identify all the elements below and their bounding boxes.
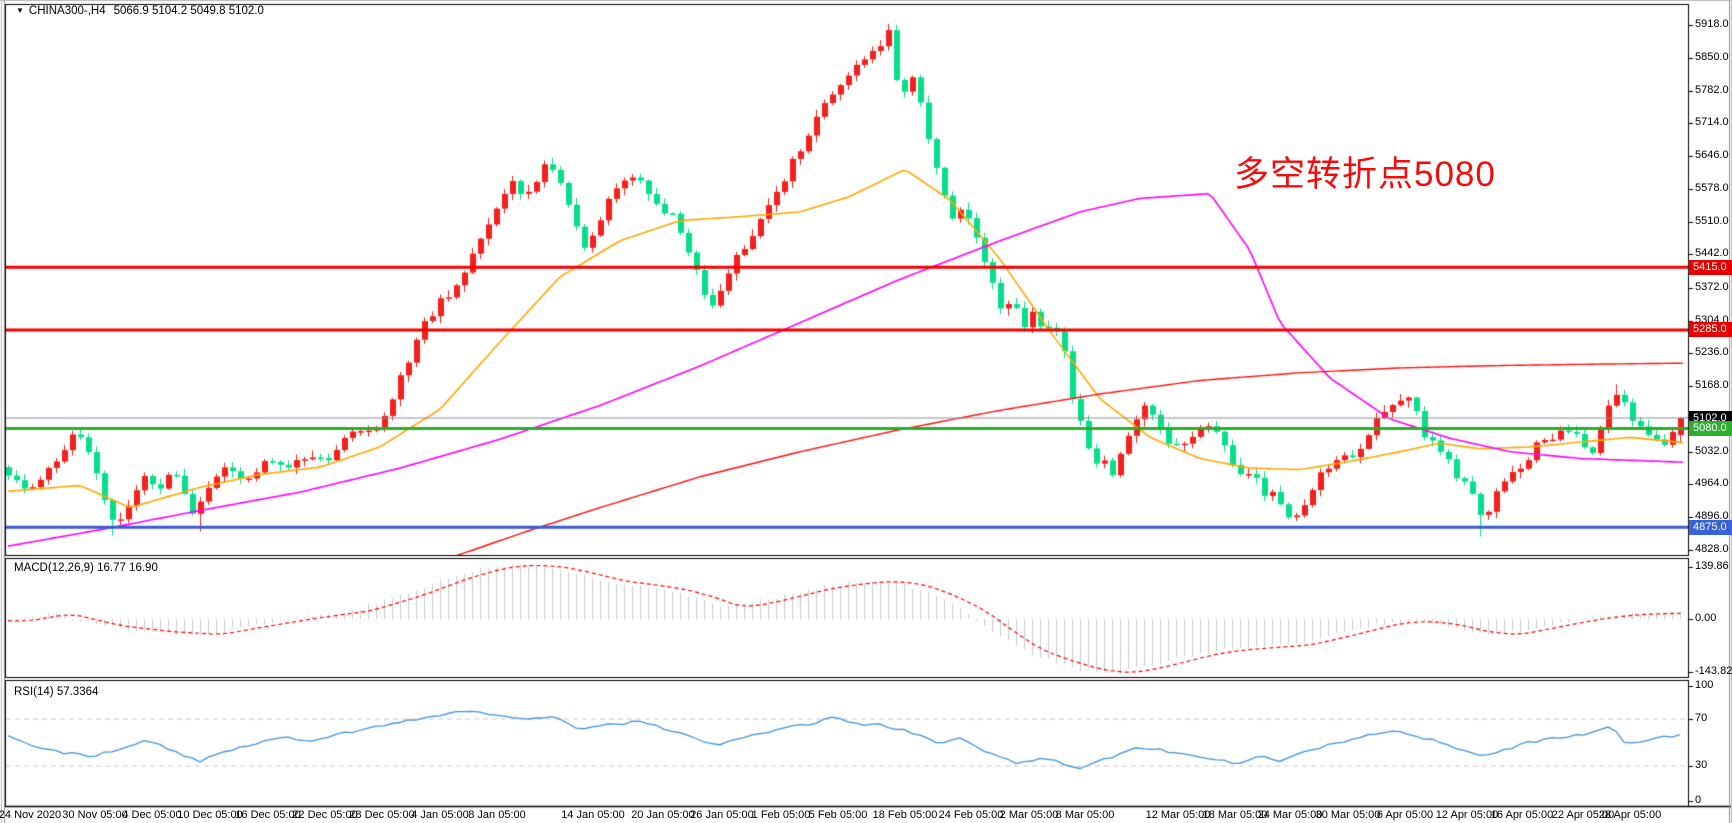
price-axis-label: 5032.0: [1695, 444, 1729, 457]
time-axis-label: 8 Jan 05:00: [468, 809, 526, 821]
time-axis-label: 20 Jan 05:00: [631, 809, 695, 821]
price-axis-label: 5646.0: [1695, 149, 1729, 161]
time-axis-label: 8 Mar 05:00: [1055, 809, 1115, 821]
time-axis-label: 24 Mar 05:00: [1257, 809, 1323, 821]
time-axis-label: 24 Nov 2020: [0, 809, 62, 821]
price-axis-label: 5372.0: [1695, 280, 1729, 293]
time-axis-label: 28 Apr 05:00: [1598, 809, 1662, 821]
time-axis-label: 24 Feb 05:00: [938, 809, 1004, 821]
time-axis-label: 28 Dec 05:00: [349, 809, 415, 821]
rsi-axis-label: 100: [1695, 679, 1714, 692]
macd-axis-label: 0.00: [1695, 612, 1717, 624]
price-axis-label: 4828.0: [1695, 543, 1729, 555]
time-axis-label: 12 Mar 05:00: [1145, 809, 1211, 821]
rsi-indicator-label: RSI(14) 57.3364: [14, 686, 99, 698]
rsi-axis-label: 30: [1695, 759, 1708, 771]
ohlc-quote-label: 5066.9 5104.2 5049.8 5102.0: [113, 5, 264, 17]
annotation-text: 多空转折点5080: [1234, 155, 1496, 194]
symbol-info: ▼ CHINA300-,H4 5066.9 5104.2 5049.8 5102.0: [16, 5, 264, 17]
time-axis-label: 6 Apr 05:00: [1376, 809, 1434, 821]
macd-indicator-label: MACD(12,26,9) 16.77 16.90: [14, 562, 158, 574]
time-axis-label: 16 Dec 05:00: [235, 809, 301, 821]
time-axis-label: 4 Dec 05:00: [122, 809, 182, 821]
time-axis-label: 30 Mar 05:00: [1315, 809, 1381, 821]
time-axis-label: 22 Dec 05:00: [292, 809, 358, 821]
rsi-axis-label: 70: [1695, 712, 1708, 724]
price-tag-5285.0: 5285.0: [1689, 322, 1732, 338]
time-axis-label: 30 Nov 05:00: [62, 809, 128, 821]
price-axis-label: 5236.0: [1695, 346, 1729, 359]
macd-axis-label: -143.82: [1695, 665, 1732, 678]
time-axis-label: 4 Jan 05:00: [411, 809, 469, 821]
price-axis-label: 5714.0: [1695, 116, 1729, 129]
price-tag-5415.0: 5415.0: [1689, 259, 1732, 275]
time-axis-label: 22 Apr 05:00: [1551, 809, 1615, 821]
time-axis-label: 16 Apr 05:00: [1490, 809, 1554, 821]
collapse-arrow-icon[interactable]: ▼: [16, 6, 24, 15]
price-axis-label: 5168.0: [1695, 379, 1729, 392]
time-axis-label: 14 Jan 05:00: [561, 809, 625, 821]
rsi-axis-label: 0: [1695, 794, 1702, 807]
time-axis-label: 2 Mar 05:00: [999, 809, 1059, 821]
time-axis-label: 10 Dec 05:00: [177, 809, 243, 821]
time-axis-label: 5 Feb 05:00: [808, 809, 868, 821]
time-axis-label: 1 Feb 05:00: [751, 809, 811, 821]
time-axis-label: 18 Feb 05:00: [872, 809, 938, 821]
symbol-timeframe-label: CHINA300-,H4: [28, 5, 106, 17]
time-axis-label: 26 Jan 05:00: [690, 809, 754, 821]
price-axis-label: 5850.0: [1695, 50, 1729, 63]
price-axis-label: 4964.0: [1695, 477, 1729, 490]
price-axis-label: 5918.0: [1695, 18, 1729, 30]
time-axis-label: 18 Mar 05:00: [1202, 809, 1268, 821]
price-axis-label: 5442.0: [1695, 247, 1729, 260]
time-axis-label: 12 Apr 05:00: [1435, 809, 1499, 821]
price-axis-label: 4896.0: [1695, 510, 1729, 523]
price-axis-label: 5782.0: [1695, 83, 1729, 96]
price-axis-label: 5578.0: [1695, 181, 1729, 194]
macd-axis-label: 139.86: [1695, 560, 1729, 573]
price-axis-label: 5510.0: [1695, 214, 1729, 227]
price-tag-4875.0: 4875.0: [1689, 519, 1732, 535]
price-tag-5080.0: 5080.0: [1689, 421, 1732, 437]
